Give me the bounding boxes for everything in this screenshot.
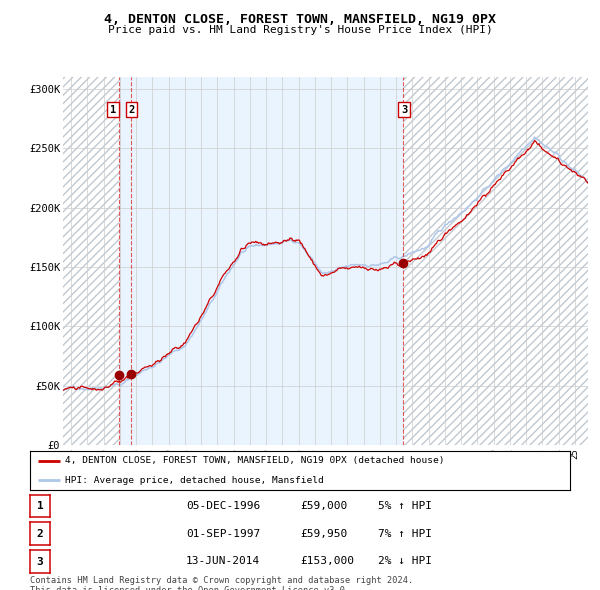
Text: HPI: Average price, detached house, Mansfield: HPI: Average price, detached house, Mans… <box>65 476 324 484</box>
Text: £153,000: £153,000 <box>300 556 354 566</box>
Text: 5% ↑ HPI: 5% ↑ HPI <box>378 501 432 511</box>
Text: Contains HM Land Registry data © Crown copyright and database right 2024.
This d: Contains HM Land Registry data © Crown c… <box>30 576 413 590</box>
Text: 01-SEP-1997: 01-SEP-1997 <box>186 529 260 539</box>
Text: 3: 3 <box>37 556 43 566</box>
Text: 1: 1 <box>110 105 116 115</box>
Text: 2% ↓ HPI: 2% ↓ HPI <box>378 556 432 566</box>
Text: £59,950: £59,950 <box>300 529 347 539</box>
Text: 2: 2 <box>128 105 135 115</box>
Text: 05-DEC-1996: 05-DEC-1996 <box>186 501 260 511</box>
Text: 7% ↑ HPI: 7% ↑ HPI <box>378 529 432 539</box>
Text: 3: 3 <box>401 105 407 115</box>
Text: Price paid vs. HM Land Registry's House Price Index (HPI): Price paid vs. HM Land Registry's House … <box>107 25 493 35</box>
Bar <box>63 77 119 445</box>
Text: 2: 2 <box>37 529 43 539</box>
Text: £59,000: £59,000 <box>300 501 347 511</box>
Text: 1: 1 <box>37 501 43 511</box>
Bar <box>119 77 403 445</box>
Text: 4, DENTON CLOSE, FOREST TOWN, MANSFIELD, NG19 0PX (detached house): 4, DENTON CLOSE, FOREST TOWN, MANSFIELD,… <box>65 457 445 466</box>
Text: 13-JUN-2014: 13-JUN-2014 <box>186 556 260 566</box>
Text: 4, DENTON CLOSE, FOREST TOWN, MANSFIELD, NG19 0PX: 4, DENTON CLOSE, FOREST TOWN, MANSFIELD,… <box>104 13 496 26</box>
Bar <box>403 77 588 445</box>
